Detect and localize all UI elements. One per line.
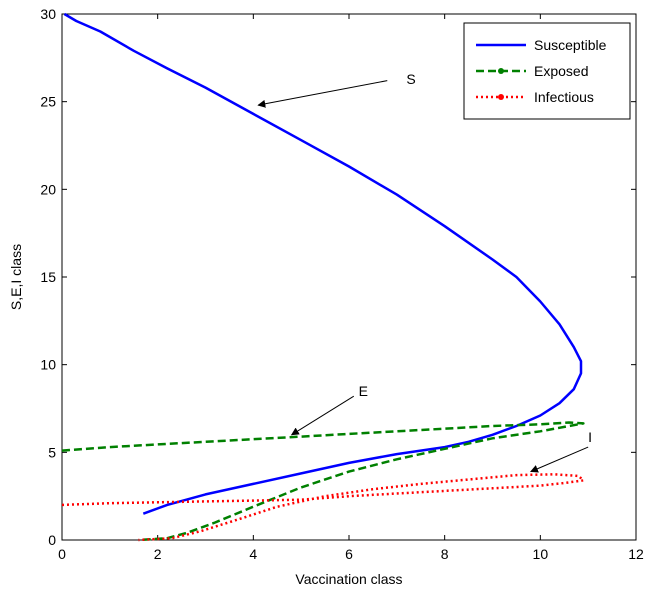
y-tick-label: 25: [40, 94, 56, 110]
y-tick-label: 30: [40, 6, 56, 22]
y-tick-label: 0: [48, 532, 56, 548]
annotation-label: S: [406, 71, 415, 87]
series-layer: [61, 12, 585, 542]
legend-label: Infectious: [534, 89, 594, 105]
legend-marker: [498, 68, 504, 74]
y-tick-label: 5: [48, 444, 56, 460]
legend-label: Susceptible: [534, 37, 607, 53]
x-tick-label: 2: [154, 546, 162, 562]
x-axis-label: Vaccination class: [295, 571, 402, 587]
x-tick-label: 6: [345, 546, 353, 562]
y-axis-ticks: 0 5 10 15 20 25 30: [40, 6, 636, 548]
annotation-arrow: [290, 395, 355, 436]
x-axis-ticks: 0 2 4 6 8 10 12: [58, 14, 644, 562]
annotation-arrow: [530, 446, 589, 473]
legend-marker: [498, 94, 504, 100]
annotation-arrow: [257, 80, 388, 108]
annotations: S E I: [257, 71, 592, 473]
x-tick-label: 10: [533, 546, 549, 562]
x-tick-label: 0: [58, 546, 66, 562]
annotation-label: E: [359, 383, 368, 399]
annotation-label: I: [588, 429, 592, 445]
series-line-susceptible: [63, 12, 583, 515]
y-axis-label: S,E,I class: [8, 244, 24, 310]
legend-label: Exposed: [534, 63, 588, 79]
legend: Susceptible Exposed Infectious: [463, 22, 631, 120]
series-line-exposed: [61, 421, 585, 542]
x-tick-label: 8: [441, 546, 449, 562]
x-tick-label: 4: [249, 546, 257, 562]
y-tick-label: 15: [40, 269, 56, 285]
x-tick-label: 12: [628, 546, 644, 562]
series-line-infectious: [61, 473, 585, 542]
y-tick-label: 20: [40, 181, 56, 197]
y-tick-label: 10: [40, 357, 56, 373]
